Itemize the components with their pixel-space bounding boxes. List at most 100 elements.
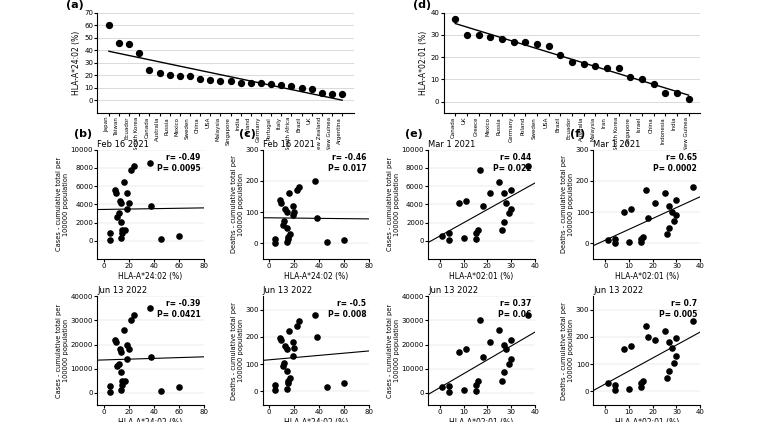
Point: [274, 196, 286, 203]
Point: [173, 73, 186, 80]
Point: [293, 317, 305, 324]
Y-axis label: Deaths - cumulative total per
100000 population: Deaths - cumulative total per 100000 pop…: [562, 302, 574, 400]
Point: [144, 305, 156, 311]
Point: [115, 199, 128, 206]
Point: [443, 389, 456, 395]
Point: [326, 91, 338, 97]
Point: [521, 312, 534, 319]
Point: [316, 89, 328, 96]
Point: [280, 209, 293, 216]
Point: [269, 381, 282, 388]
Point: [640, 187, 652, 194]
Point: [531, 41, 543, 47]
Point: [284, 374, 296, 381]
Point: [123, 41, 135, 47]
Text: P= 0.005: P= 0.005: [659, 310, 697, 319]
Point: [507, 38, 520, 45]
Point: [554, 51, 566, 58]
Point: [119, 378, 131, 384]
Point: [282, 380, 294, 387]
Y-axis label: Deaths - cumulative total per
100000 population: Deaths - cumulative total per 100000 pop…: [230, 302, 244, 400]
Point: [128, 163, 140, 170]
Point: [663, 225, 675, 231]
Point: [671, 196, 683, 203]
X-axis label: HLA-A*02:01 (%): HLA-A*02:01 (%): [450, 418, 513, 422]
Point: [145, 353, 157, 360]
Point: [668, 218, 680, 225]
Point: [338, 237, 351, 243]
Point: [112, 209, 124, 216]
X-axis label: HLA-A*24:02 (%): HLA-A*24:02 (%): [284, 418, 348, 422]
Point: [153, 69, 166, 76]
Point: [461, 32, 473, 38]
Point: [121, 341, 134, 348]
X-axis label: HLA-A*02:01 (%): HLA-A*02:01 (%): [615, 272, 679, 281]
Point: [321, 384, 333, 391]
Point: [618, 209, 630, 216]
Point: [280, 368, 293, 374]
Point: [286, 203, 299, 209]
Point: [566, 58, 578, 65]
Text: r= -0.46: r= -0.46: [331, 153, 366, 162]
Point: [155, 235, 167, 242]
Point: [469, 229, 482, 236]
Point: [269, 239, 282, 246]
Text: r= 0.65: r= 0.65: [666, 153, 697, 162]
Point: [608, 387, 621, 393]
Text: (f): (f): [570, 129, 585, 139]
Point: [122, 200, 135, 207]
Point: [280, 346, 293, 353]
Y-axis label: Deaths - cumulative total per
100000 population: Deaths - cumulative total per 100000 pop…: [230, 155, 244, 253]
Point: [103, 389, 116, 395]
Point: [117, 178, 130, 185]
Text: Mar 1 2021: Mar 1 2021: [428, 140, 475, 149]
Point: [133, 49, 145, 56]
Point: [121, 190, 134, 197]
Text: Feb 16 2021: Feb 16 2021: [97, 140, 149, 149]
Text: Feb 16 2021: Feb 16 2021: [263, 140, 314, 149]
Text: r= -0.49: r= -0.49: [166, 153, 201, 162]
Point: [460, 197, 472, 204]
Point: [493, 327, 506, 333]
Point: [282, 235, 294, 242]
Point: [687, 317, 699, 324]
Point: [671, 89, 683, 96]
Point: [635, 238, 647, 245]
Point: [109, 336, 121, 343]
Point: [474, 317, 486, 324]
Point: [274, 335, 286, 342]
Point: [500, 200, 513, 207]
Point: [111, 214, 124, 220]
Text: r= 0.44: r= 0.44: [500, 153, 531, 162]
Point: [483, 339, 496, 346]
Point: [282, 328, 295, 335]
Point: [608, 235, 621, 242]
Point: [671, 335, 683, 342]
Text: P= 0.008: P= 0.008: [328, 310, 366, 319]
Point: [626, 343, 638, 350]
Text: Jun 13 2022: Jun 13 2022: [594, 286, 643, 295]
Point: [255, 79, 268, 86]
Point: [443, 236, 456, 243]
Point: [659, 89, 671, 96]
Point: [114, 197, 126, 204]
Point: [635, 235, 647, 242]
Point: [542, 43, 555, 49]
Point: [476, 353, 489, 360]
Point: [443, 382, 456, 389]
Text: P= 0.06: P= 0.06: [499, 310, 531, 319]
Point: [453, 349, 465, 355]
Point: [103, 22, 115, 29]
Point: [117, 327, 130, 333]
Point: [671, 353, 683, 360]
Point: [637, 234, 650, 241]
Point: [637, 377, 650, 384]
Point: [279, 343, 292, 350]
Point: [663, 203, 675, 209]
Point: [623, 238, 636, 245]
Point: [143, 67, 156, 73]
Point: [286, 212, 299, 219]
Text: Jun 13 2022: Jun 13 2022: [263, 286, 313, 295]
Text: (d): (d): [413, 0, 431, 10]
Point: [224, 78, 237, 85]
